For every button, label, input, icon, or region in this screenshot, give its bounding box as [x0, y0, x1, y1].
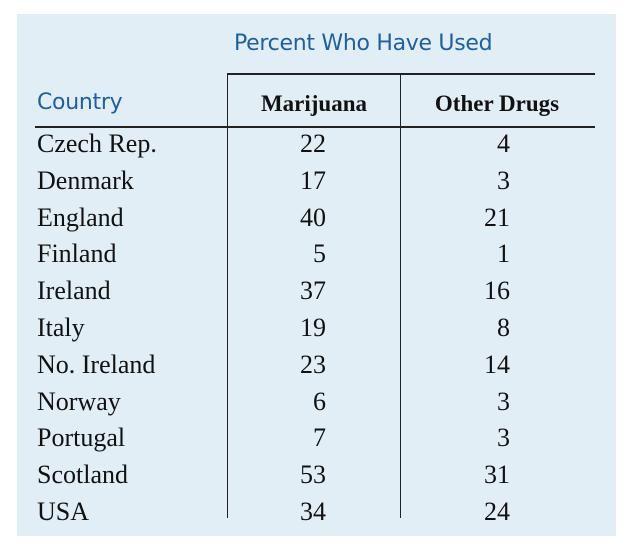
country-cell: Scotland [37, 460, 128, 490]
country-cell: Denmark [37, 165, 134, 195]
group-header: Percent Who Have Used [234, 31, 493, 56]
table-row: Denmark 17 3 [0, 163, 636, 200]
marijuana-cell: 53 [300, 460, 326, 490]
marijuana-cell: 40 [300, 202, 326, 232]
marijuana-cell: 37 [300, 276, 326, 306]
country-cell: Italy [37, 312, 85, 342]
marijuana-cell: 17 [300, 165, 326, 195]
table-row: Ireland 37 16 [0, 273, 636, 310]
header-rule [35, 126, 595, 128]
other-drugs-cell: 3 [497, 386, 510, 416]
table-row: USA 34 24 [0, 494, 636, 531]
marijuana-column-header: Marijuana [260, 91, 368, 116]
country-cell: Finland [37, 239, 117, 269]
other-drugs-cell: 24 [484, 496, 510, 526]
group-header-rule [227, 73, 595, 75]
marijuana-cell: 6 [313, 386, 326, 416]
table-row: England 40 21 [0, 200, 636, 237]
country-column-header: Country [37, 90, 123, 115]
column-divider-left [227, 73, 228, 518]
other-drugs-cell: 16 [484, 276, 510, 306]
other-drugs-cell: 14 [484, 349, 510, 379]
other-drugs-column-header: Other Drugs [434, 91, 560, 116]
other-drugs-cell: 3 [497, 165, 510, 195]
table-body: Czech Rep. 22 4 Denmark 17 3 England 40 21 Finlan… [0, 126, 636, 531]
marijuana-cell: 23 [300, 349, 326, 379]
other-drugs-cell: 4 [497, 129, 510, 158]
country-cell: Portugal [37, 423, 126, 453]
country-cell: Norway [37, 386, 121, 416]
marijuana-cell: 19 [300, 312, 326, 342]
country-cell: USA [37, 496, 90, 526]
country-cell: Czech Rep. [37, 129, 157, 158]
table-row: Czech Rep. 22 4 [0, 126, 636, 163]
table-row: Finland 5 1 [0, 236, 636, 273]
other-drugs-cell: 1 [497, 239, 510, 269]
table-row: No. Ireland 23 14 [0, 347, 636, 384]
table-row: Italy 19 8 [0, 310, 636, 347]
country-cell: Ireland [37, 276, 111, 306]
table-row: Norway 6 3 [0, 384, 636, 421]
marijuana-cell: 7 [313, 423, 326, 453]
table-panel [17, 14, 616, 536]
country-cell: England [37, 202, 124, 232]
marijuana-cell: 5 [313, 239, 326, 269]
other-drugs-cell: 21 [484, 202, 510, 232]
marijuana-cell: 34 [300, 496, 326, 526]
other-drugs-cell: 8 [497, 312, 510, 342]
table-row: Portugal 7 3 [0, 420, 636, 457]
other-drugs-cell: 3 [497, 423, 510, 453]
table-row: Scotland 53 31 [0, 457, 636, 494]
country-cell: No. Ireland [37, 349, 156, 379]
marijuana-cell: 22 [300, 129, 326, 158]
other-drugs-cell: 31 [484, 460, 510, 490]
column-divider-right [400, 73, 401, 518]
